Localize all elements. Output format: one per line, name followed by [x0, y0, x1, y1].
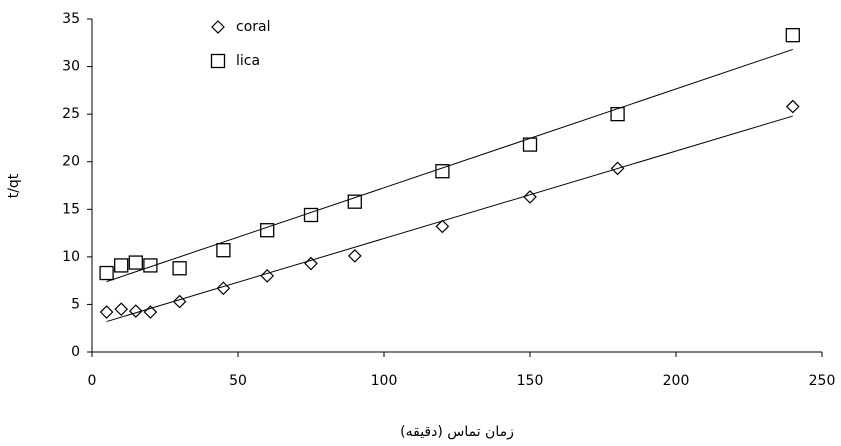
diamond-marker [99, 305, 114, 319]
diamond-marker [304, 256, 318, 271]
x-tick-label: 100 [371, 373, 398, 389]
square-marker [347, 194, 362, 209]
y-tick-label: 30 [62, 59, 80, 75]
diamond-marker [610, 161, 625, 176]
x-tick-label: 150 [517, 373, 544, 389]
y-tick-label: 35 [62, 11, 80, 27]
square-marker [143, 258, 158, 273]
y-tick-label: 10 [62, 249, 80, 265]
y-tick-label: 20 [62, 154, 80, 170]
x-tick-label: 250 [809, 373, 836, 389]
square-marker [99, 265, 114, 281]
trend-line [106, 115, 793, 323]
diamond-marker [114, 302, 129, 317]
diamond-marker [785, 99, 800, 114]
trend-line [106, 48, 793, 283]
square-marker [128, 255, 143, 270]
legend-marker [210, 53, 226, 69]
x-tick-label: 200 [663, 373, 690, 389]
square-marker [303, 207, 319, 223]
diamond-marker [347, 249, 362, 263]
square-marker [260, 223, 275, 238]
y-tick-label: 15 [62, 201, 80, 217]
x-tick-label: 0 [88, 373, 97, 389]
x-axis-label: زمان تماس (دقیقه) [400, 424, 514, 440]
square-marker [172, 261, 187, 276]
y-tick-label: 5 [71, 296, 80, 312]
y-tick-label: 0 [71, 344, 80, 360]
square-marker [114, 258, 129, 273]
square-marker [610, 106, 625, 122]
diamond-marker [216, 281, 231, 296]
diamond-marker [260, 269, 275, 283]
square-marker [216, 243, 231, 258]
square-marker [522, 137, 538, 152]
legend-marker [211, 20, 225, 34]
legend-label: coral [236, 19, 271, 35]
diamond-marker [128, 304, 143, 318]
y-tick-label: 25 [62, 106, 80, 122]
x-tick-label: 50 [229, 373, 247, 389]
y-axis-label: t/qt [6, 173, 22, 198]
square-marker [435, 164, 450, 179]
diamond-marker [172, 294, 187, 309]
legend-label: lica [236, 53, 260, 69]
square-marker [785, 28, 800, 43]
diamond-marker [435, 219, 450, 234]
diamond-marker [143, 305, 158, 319]
diamond-marker [523, 190, 537, 204]
